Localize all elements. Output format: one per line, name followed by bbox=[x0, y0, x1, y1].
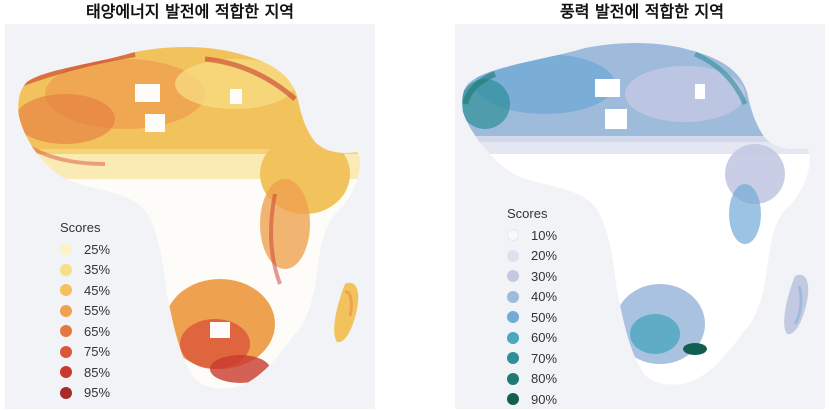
legend-label: 30% bbox=[531, 268, 558, 284]
legend-swatch bbox=[507, 270, 519, 283]
legend-item: 70% bbox=[507, 348, 557, 369]
legend-label: 25% bbox=[84, 241, 111, 257]
legend-swatch bbox=[507, 372, 519, 385]
legend-item: 20% bbox=[507, 246, 557, 267]
legend-label: 90% bbox=[531, 391, 558, 407]
legend-swatch bbox=[60, 304, 72, 317]
solar-map-panel: Scores 25% 35% 45% 55% 65% 75% 85% 95% bbox=[5, 24, 375, 409]
legend-swatch bbox=[507, 311, 519, 324]
legend-swatch bbox=[60, 243, 72, 256]
legend-item: 95% bbox=[60, 383, 110, 404]
legend-item: 45% bbox=[60, 280, 110, 301]
legend-item: 40% bbox=[507, 287, 557, 308]
solar-map-title: 태양에너지 발전에 적합한 지역 bbox=[85, 2, 295, 21]
legend-swatch bbox=[507, 393, 519, 406]
legend-swatch bbox=[507, 290, 519, 303]
legend-item: 85% bbox=[60, 362, 110, 383]
legend-label: 65% bbox=[84, 323, 111, 339]
legend-label: 35% bbox=[84, 262, 111, 278]
legend-label: 70% bbox=[531, 350, 558, 366]
legend-swatch bbox=[60, 386, 72, 399]
legend-label: 40% bbox=[531, 289, 558, 305]
legend-swatch bbox=[60, 284, 72, 297]
legend-item: 80% bbox=[507, 369, 557, 390]
legend-swatch bbox=[507, 249, 519, 262]
legend-swatch bbox=[60, 263, 72, 276]
legend-swatch bbox=[60, 345, 72, 358]
legend-item: 55% bbox=[60, 301, 110, 322]
wind-legend: Scores 10% 20% 30% 40% 50% 60% 70% 80% 9… bbox=[507, 206, 557, 410]
legend-title: Scores bbox=[507, 206, 548, 221]
legend-label: 20% bbox=[531, 248, 558, 264]
legend-swatch bbox=[507, 229, 519, 242]
legend-item: 50% bbox=[507, 307, 557, 328]
legend-label: 75% bbox=[84, 344, 111, 360]
legend-label: 60% bbox=[531, 330, 558, 346]
legend-item: 30% bbox=[507, 266, 557, 287]
solar-legend: Scores 25% 35% 45% 55% 65% 75% 85% 95% bbox=[60, 220, 110, 403]
legend-item: 10% bbox=[507, 225, 557, 246]
legend-label: 55% bbox=[84, 303, 111, 319]
legend-label: 80% bbox=[531, 371, 558, 387]
legend-item: 90% bbox=[507, 389, 557, 410]
legend-item: 60% bbox=[507, 328, 557, 349]
legend-swatch bbox=[507, 352, 519, 365]
legend-item: 65% bbox=[60, 321, 110, 342]
legend-label: 10% bbox=[531, 227, 558, 243]
wind-map-panel: Scores 10% 20% 30% 40% 50% 60% 70% 80% 9… bbox=[455, 24, 825, 409]
legend-label: 95% bbox=[84, 385, 111, 401]
legend-title: Scores bbox=[60, 220, 101, 235]
wind-africa-map bbox=[462, 43, 810, 385]
legend-swatch bbox=[60, 325, 72, 338]
wind-map-title: 풍력 발전에 적합한 지역 bbox=[560, 2, 724, 21]
legend-swatch bbox=[60, 366, 72, 379]
legend-label: 45% bbox=[84, 282, 111, 298]
legend-item: 35% bbox=[60, 260, 110, 281]
solar-africa-map bbox=[18, 47, 360, 389]
legend-swatch bbox=[507, 331, 519, 344]
legend-label: 85% bbox=[84, 364, 111, 380]
legend-label: 50% bbox=[531, 309, 558, 325]
legend-item: 75% bbox=[60, 342, 110, 363]
legend-item: 25% bbox=[60, 239, 110, 260]
